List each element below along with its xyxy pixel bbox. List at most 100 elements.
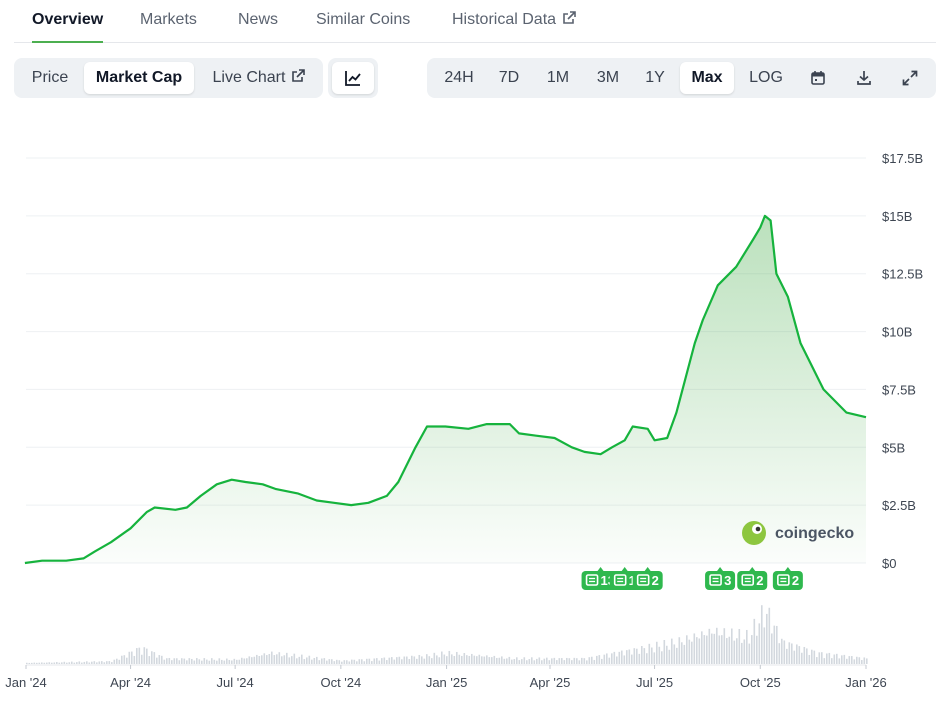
volume-bar	[561, 658, 563, 664]
volume-bar	[243, 658, 246, 664]
download-button[interactable]	[846, 62, 882, 94]
volume-bar	[451, 654, 453, 664]
volume-bar	[543, 658, 546, 664]
tab-overview[interactable]: Overview	[32, 0, 104, 43]
volume-bar	[491, 657, 493, 664]
volume-bar	[381, 658, 383, 664]
news-badge-count: 2	[756, 573, 763, 588]
volume-bar	[646, 653, 648, 664]
volume-bar	[58, 662, 61, 664]
market-cap-button[interactable]: Market Cap	[84, 62, 194, 94]
volume-bar	[831, 658, 833, 664]
news-badge[interactable]: 1	[609, 567, 640, 590]
news-badge[interactable]: 2	[772, 567, 803, 590]
volume-bar	[196, 658, 198, 664]
news-badge[interactable]: 2	[632, 567, 663, 590]
volume-bar	[413, 656, 416, 664]
volume-bar	[806, 648, 808, 664]
range-max-button[interactable]: Max	[680, 62, 734, 94]
volume-bar	[368, 658, 371, 664]
volume-bar	[643, 648, 646, 664]
volume-bar	[286, 652, 288, 664]
volume-bar	[143, 647, 146, 664]
metric-toggle-group: Price Market Cap Live Chart	[14, 58, 323, 98]
volume-bar	[156, 657, 158, 664]
volume-bar	[141, 654, 143, 664]
volume-bar	[516, 657, 518, 664]
volume-bar	[81, 662, 83, 664]
y-tick-label: $5B	[882, 440, 905, 455]
x-tick-label: Jan '25	[426, 675, 468, 690]
volume-bar	[48, 662, 51, 664]
volume-bar	[71, 661, 73, 664]
volume-bar	[678, 637, 681, 664]
line-chart-button[interactable]	[332, 62, 374, 94]
range-24h-button[interactable]: 24H	[435, 62, 483, 94]
volume-bar	[526, 660, 528, 664]
volume-bar	[733, 640, 736, 664]
market-cap-line	[24, 214, 867, 565]
volume-bar	[536, 658, 538, 664]
price-button-label: Price	[31, 69, 69, 86]
fullscreen-button[interactable]	[892, 62, 928, 94]
volume-bar	[291, 656, 293, 664]
volume-bar	[681, 642, 683, 664]
volume-bar	[593, 659, 596, 664]
calendar-button[interactable]	[800, 62, 836, 94]
volume-bar	[133, 655, 136, 664]
volume-bar	[241, 657, 243, 664]
y-tick-label: $15B	[882, 209, 912, 224]
volume-bar	[116, 658, 118, 664]
volume-bar	[166, 658, 168, 664]
range-1m-button[interactable]: 1M	[537, 62, 579, 94]
news-badge-count: 2	[792, 573, 799, 588]
volume-bar	[163, 659, 166, 664]
volume-bar	[293, 653, 296, 664]
volume-bar	[221, 659, 223, 664]
volume-bar	[476, 656, 478, 664]
news-badge-pointer	[621, 567, 628, 571]
volume-bar	[533, 660, 536, 664]
tab-news[interactable]: News	[238, 0, 278, 43]
price-button[interactable]: Price	[20, 62, 80, 94]
volume-bar	[498, 657, 501, 664]
volume-bar	[453, 656, 456, 664]
volume-bar	[426, 654, 428, 664]
volume-bar	[571, 660, 573, 664]
range-3m-button[interactable]: 3M	[586, 62, 630, 94]
volume-bar	[833, 654, 836, 664]
volume-bar	[276, 654, 278, 664]
volume-bar	[798, 646, 801, 664]
tab-historical-data[interactable]: Historical Data	[452, 0, 576, 43]
volume-bar	[126, 657, 128, 664]
live-chart-button[interactable]: Live Chart	[200, 62, 318, 94]
volume-bar	[68, 662, 71, 664]
volume-bar	[523, 657, 526, 664]
volume-bar	[588, 657, 591, 664]
range-3m-label: 3M	[596, 69, 620, 86]
volume-bar	[188, 658, 191, 664]
volume-bar	[128, 651, 131, 664]
volume-bar	[641, 646, 643, 664]
volume-bar	[521, 659, 523, 664]
tab-similar-coins[interactable]: Similar Coins	[316, 0, 410, 43]
volume-bar	[278, 652, 281, 664]
market-cap-chart[interactable]: $0 $2.5B $5B $7.5B $10B $12.5B $15B $17.5B Jan …	[0, 100, 936, 706]
range-7d-button[interactable]: 7D	[489, 62, 529, 94]
volume-bar	[161, 655, 163, 664]
news-badge[interactable]: 3	[705, 567, 736, 590]
news-badge[interactable]: 2	[737, 567, 768, 590]
volume-bar	[796, 644, 798, 664]
volume-bar	[123, 655, 126, 664]
range-log-button[interactable]: LOG	[740, 62, 792, 94]
volume-bar	[328, 659, 331, 664]
range-1y-button[interactable]: 1Y	[635, 62, 675, 94]
volume-bar	[193, 660, 196, 664]
tab-markets[interactable]: Markets	[140, 0, 197, 43]
volume-bar	[26, 662, 28, 664]
download-icon	[857, 71, 871, 85]
volume-bar	[431, 658, 433, 664]
volume-bar	[716, 627, 718, 664]
volume-bar	[713, 633, 716, 664]
volume-bar	[408, 659, 411, 664]
